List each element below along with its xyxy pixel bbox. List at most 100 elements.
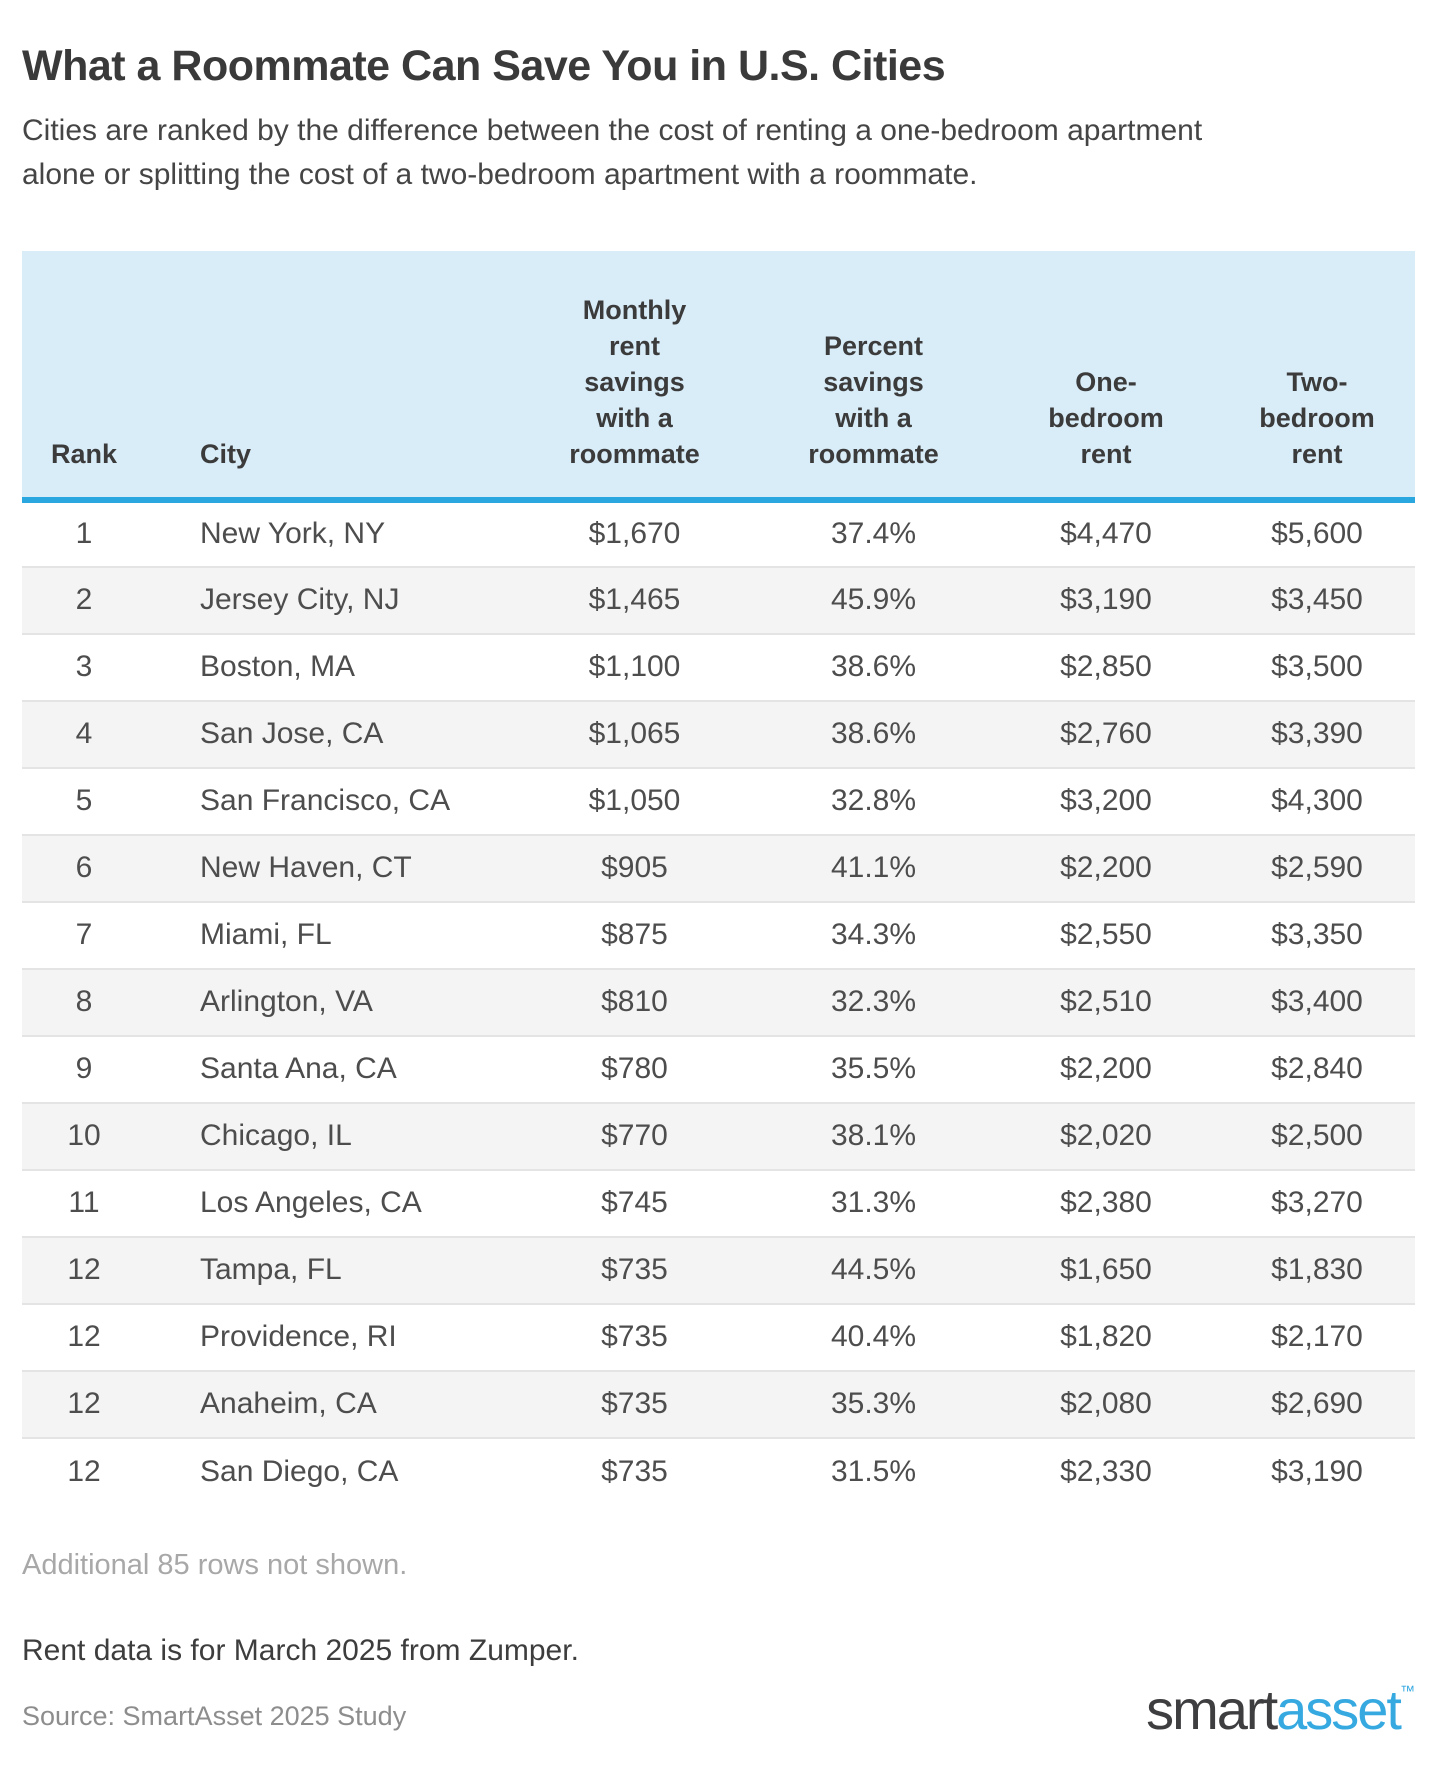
- percent-savings-cell: 41.1%: [754, 833, 993, 902]
- logo-trademark-icon: ™: [1400, 1682, 1415, 1700]
- source-note: Source: SmartAsset 2025 Study: [22, 1700, 407, 1731]
- monthly-savings-cell: $780: [515, 1034, 754, 1103]
- header-monthly-savings: Monthly rent savings with a roommate: [515, 251, 754, 503]
- header-percent-savings: Percent savings with a roommate: [754, 251, 993, 503]
- monthly-savings-cell: $745: [515, 1168, 754, 1237]
- rankings-table: Rank City Monthly rent savings with a ro…: [22, 251, 1415, 1505]
- rank-cell: 12: [22, 1302, 146, 1371]
- monthly-savings-cell: $1,050: [515, 766, 754, 835]
- monthly-savings-cell: $735: [515, 1302, 754, 1371]
- two-bedroom-rent-cell: $3,450: [1219, 565, 1415, 634]
- monthly-savings-cell: $770: [515, 1101, 754, 1170]
- city-cell: Jersey City, NJ: [146, 565, 515, 634]
- rank-cell: 10: [22, 1101, 146, 1170]
- two-bedroom-rent-cell: $3,270: [1219, 1168, 1415, 1237]
- monthly-savings-cell: $735: [515, 1436, 754, 1505]
- city-cell: Miami, FL: [146, 900, 515, 969]
- subtitle: Cities are ranked by the difference betw…: [22, 114, 1203, 191]
- monthly-savings-cell: $905: [515, 833, 754, 902]
- one-bedroom-rent-cell: $2,330: [993, 1436, 1219, 1505]
- monthly-savings-cell: $1,100: [515, 632, 754, 701]
- monthly-savings-cell: $1,465: [515, 565, 754, 634]
- header-city: City: [146, 251, 515, 503]
- percent-savings-cell: 35.5%: [754, 1034, 993, 1103]
- two-bedroom-rent-cell: $5,600: [1271, 517, 1363, 551]
- rank-cell: 6: [22, 833, 146, 902]
- table-row: 12 Anaheim, CA $735 35.3% $2,080 $2,690: [22, 1369, 1415, 1438]
- percent-savings-cell: 38.6%: [754, 632, 993, 701]
- one-bedroom-rent-cell: $1,650: [993, 1235, 1219, 1304]
- two-bedroom-rent-cell: $1,830: [1219, 1235, 1415, 1304]
- monthly-savings-cell: $735: [515, 1369, 754, 1438]
- table-row: 2 Jersey City, NJ $1,465 45.9% $3,190 $3…: [22, 565, 1415, 634]
- rank-cell: 9: [22, 1034, 146, 1103]
- table-row: 4 San Jose, CA $1,065 38.6% $2,760 $3,39…: [22, 699, 1415, 768]
- city-cell: San Francisco, CA: [146, 766, 515, 835]
- table-row: 7 Miami, FL $875 34.3% $2,550 $3,350: [22, 900, 1415, 969]
- header-monthly-savings-label: Monthly rent savings with a roommate: [569, 295, 700, 470]
- percent-savings-cell: 31.3%: [754, 1168, 993, 1237]
- percent-savings-cell: 31.5%: [754, 1436, 993, 1505]
- table-row: 1 New York, NY $1,670 37.4% $4,470 $5,60…: [22, 500, 1415, 567]
- two-bedroom-rent-cell: $2,590: [1219, 833, 1415, 902]
- two-bedroom-rent-cell: $3,190: [1219, 1436, 1415, 1505]
- rank-cell: 11: [22, 1168, 146, 1237]
- table-row: 12 Tampa, FL $735 44.5% $1,650 $1,830: [22, 1235, 1415, 1304]
- city-cell: Boston, MA: [146, 632, 515, 701]
- rank-cell: 7: [22, 900, 146, 969]
- two-bedroom-rent-cell: $2,170: [1219, 1302, 1415, 1371]
- header-two-bedroom-label: Two-bedroom rent: [1259, 367, 1375, 470]
- one-bedroom-rent-cell: $2,380: [993, 1168, 1219, 1237]
- percent-savings-cell: 45.9%: [754, 565, 993, 634]
- percent-savings-cell: 35.3%: [754, 1369, 993, 1438]
- percent-savings-cell: 40.4%: [754, 1302, 993, 1371]
- header-rank-label: Rank: [50, 439, 118, 470]
- table-row: 5 San Francisco, CA $1,050 32.8% $3,200 …: [22, 766, 1415, 835]
- rank-cell: 4: [22, 699, 146, 768]
- smartasset-logo: smartasset™: [1146, 1681, 1415, 1738]
- header-one-bedroom-label: One-bedroom rent: [1048, 367, 1164, 470]
- two-bedroom-rent-cell: $2,690: [1219, 1369, 1415, 1438]
- table-row: 8 Arlington, VA $810 32.3% $2,510 $3,400: [22, 967, 1415, 1036]
- rank-cell: 3: [22, 632, 146, 701]
- one-bedroom-rent-cell: $2,850: [993, 632, 1219, 701]
- city-cell: Santa Ana, CA: [146, 1034, 515, 1103]
- city-cell: Anaheim, CA: [146, 1369, 515, 1438]
- percent-savings-cell: 32.8%: [754, 766, 993, 835]
- header-one-bedroom: One-bedroom rent: [993, 251, 1219, 503]
- header-rank: Rank: [22, 251, 146, 503]
- rank-cell: 12: [22, 1235, 146, 1304]
- two-bedroom-rent-cell: $3,350: [1219, 900, 1415, 969]
- city-cell: San Diego, CA: [146, 1436, 515, 1505]
- city-cell: Arlington, VA: [146, 967, 515, 1036]
- monthly-savings-cell: $1,670: [588, 517, 681, 551]
- table-row: 10 Chicago, IL $770 38.1% $2,020 $2,500: [22, 1101, 1415, 1170]
- page-title: What a Roommate Can Save You in U.S. Cit…: [22, 42, 946, 90]
- city-cell: New Haven, CT: [146, 833, 515, 902]
- percent-savings-cell: 32.3%: [754, 967, 993, 1036]
- table-row: 12 San Diego, CA $735 31.5% $2,330 $3,19…: [22, 1436, 1415, 1505]
- one-bedroom-rent-cell: $1,820: [993, 1302, 1219, 1371]
- percent-savings-cell: 37.4%: [830, 517, 917, 551]
- logo-smart: smart: [1146, 1677, 1278, 1741]
- additional-rows-note: Additional 85 rows not shown.: [22, 1548, 408, 1581]
- rank-cell: 12: [22, 1436, 146, 1505]
- rank-cell: 1: [75, 517, 93, 551]
- one-bedroom-rent-cell: $2,020: [993, 1101, 1219, 1170]
- monthly-savings-cell: $1,065: [515, 699, 754, 768]
- header-row: Rank City Monthly rent savings with a ro…: [22, 251, 1415, 503]
- table-row: 3 Boston, MA $1,100 38.6% $2,850 $3,500: [22, 632, 1415, 701]
- city-cell: San Jose, CA: [146, 699, 515, 768]
- table-row: 12 Providence, RI $735 40.4% $1,820 $2,1…: [22, 1302, 1415, 1371]
- monthly-savings-cell: $735: [515, 1235, 754, 1304]
- table-row: 6 New Haven, CT $905 41.1% $2,200 $2,590: [22, 833, 1415, 902]
- monthly-savings-cell: $810: [515, 967, 754, 1036]
- two-bedroom-rent-cell: $3,400: [1219, 967, 1415, 1036]
- one-bedroom-rent-cell: $3,200: [993, 766, 1219, 835]
- rank-cell: 8: [22, 967, 146, 1036]
- rank-cell: 12: [22, 1369, 146, 1438]
- table-row: 11 Los Angeles, CA $745 31.3% $2,380 $3,…: [22, 1168, 1415, 1237]
- city-cell: New York, NY: [200, 517, 386, 551]
- two-bedroom-rent-cell: $2,500: [1219, 1101, 1415, 1170]
- logo-asset: asset: [1276, 1677, 1402, 1741]
